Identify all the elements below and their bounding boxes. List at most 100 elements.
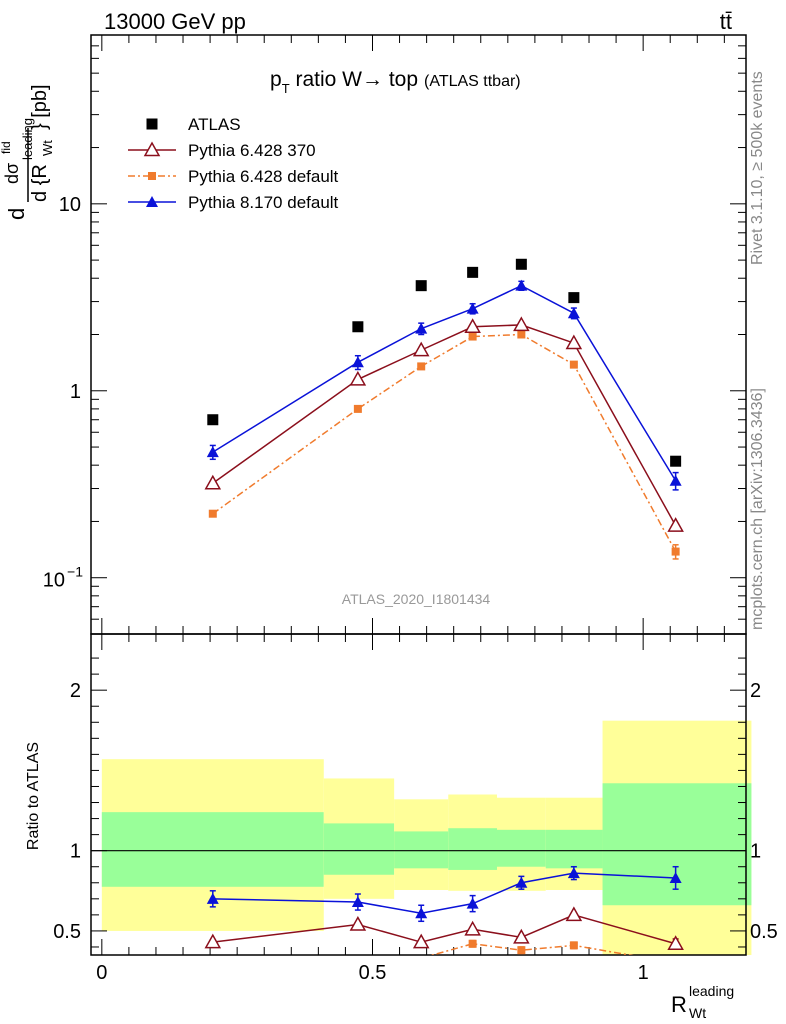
band-inner-bin: [394, 831, 449, 869]
data-point-py6_370: [667, 935, 684, 951]
ratio-y-tick-label-right: 0.5: [750, 921, 778, 943]
ylabel-fid: fid: [0, 141, 13, 154]
xlabel-sub: Wt: [689, 1005, 706, 1021]
data-point-atlas: [207, 414, 219, 426]
band-inner-bin: [496, 829, 546, 867]
data-point-py6_370: [513, 316, 530, 332]
data-point-atlas: [515, 258, 527, 270]
band-inner-bin: [448, 828, 497, 870]
data-point-py8_default: [206, 892, 219, 904]
legend-item-py8_default: Pythia 8.170 default: [128, 193, 339, 212]
legend-label: ATLAS: [188, 115, 241, 134]
data-point-py6_default: [468, 939, 477, 948]
data-point-py6_default: [417, 362, 426, 371]
header-process-label: tt̄: [720, 9, 732, 34]
x-tick-label: 1: [638, 962, 649, 984]
data-point-py8_default: [466, 897, 479, 909]
data-point-py8_default: [515, 876, 528, 888]
title-main: p: [270, 68, 282, 91]
series-line-py6_370: [212, 324, 677, 526]
main-y-axis-label: d dσ fid d {R leading Wt } [pb]: [0, 84, 55, 220]
legend-label: Pythia 6.428 default: [188, 167, 339, 186]
data-point-atlas: [467, 266, 479, 278]
y-tick-label-exponent: −1: [67, 564, 83, 580]
ratio-y-tick-label-left: 1: [70, 841, 81, 863]
series-py6_370: [204, 316, 684, 532]
ratio-y-tick-label-right: 2: [750, 680, 761, 702]
data-point-py6_default: [671, 547, 680, 556]
y-tick-label-10: 10: [59, 194, 81, 216]
data-point-py6_370: [349, 915, 367, 931]
legend-marker: [146, 118, 158, 130]
side-mcplots-label: mcplots.cern.ch [arXiv:1306.3436]: [749, 388, 766, 630]
band-inner-bin: [545, 829, 603, 869]
data-point-atlas: [352, 321, 364, 333]
data-point-py6_370: [513, 928, 530, 944]
ratio-y-tick-label-right: 1: [750, 841, 761, 863]
series-line-py8_default: [212, 284, 677, 482]
data-point-py8_default: [669, 474, 682, 486]
legend-item-atlas: ATLAS: [146, 115, 241, 134]
data-point-py8_default: [415, 907, 428, 919]
data-point-py6_370: [204, 933, 222, 949]
ratio-plot-area: 0 0.5 1 0.5 0.5 1 1 2 2: [53, 633, 778, 984]
data-point-py6_default: [353, 404, 362, 413]
data-point-py8_default: [351, 356, 364, 368]
x-axis-label: R leading Wt: [671, 983, 734, 1021]
series-py6_default: [429, 939, 634, 955]
data-point-py6_370: [464, 318, 481, 334]
watermark: ATLAS_2020_I1801434: [342, 591, 491, 607]
band-inner-bin: [101, 812, 324, 887]
data-point-py6_370: [667, 517, 684, 532]
data-point-atlas: [568, 292, 580, 304]
legend-label: Pythia 6.428 370: [188, 141, 316, 160]
data-point-py6_default: [569, 941, 578, 950]
data-point-py6_370: [412, 933, 430, 949]
ylabel-d: d: [4, 208, 29, 220]
data-point-py8_default: [567, 867, 580, 879]
data-point-py6_default: [208, 509, 217, 518]
data-point-py6_default: [569, 360, 578, 369]
data-point-py8_default: [415, 322, 428, 334]
legend: ATLAS Pythia 6.428 370 Pythia 6.428 defaul…: [128, 115, 339, 212]
data-point-atlas: [670, 455, 682, 467]
data-point-py6_370: [204, 474, 222, 490]
xlabel-main: R: [671, 992, 687, 1017]
ratio-y-tick-label-left: 0.5: [53, 921, 81, 943]
main-title: pT ratio W→ top (ATLAS ttbar): [270, 68, 521, 96]
x-tick-label: 0.5: [359, 962, 387, 984]
legend-marker: [148, 172, 156, 180]
data-point-py8_default: [351, 896, 364, 908]
side-rivet-label: Rivet 3.1.10, ≥ 500k events: [749, 71, 766, 265]
data-point-py8_default: [466, 302, 479, 314]
ratio-y-tick-label-left: 2: [70, 680, 81, 702]
legend-label: Pythia 8.170 default: [188, 193, 339, 212]
data-point-py6_370: [464, 920, 481, 936]
x-ticks: [101, 35, 725, 955]
ratio-bands: [101, 720, 752, 955]
ylabel-lead: leading: [20, 118, 35, 160]
data-point-py6_370: [565, 334, 583, 350]
y-tick-label-1: 1: [70, 381, 81, 403]
data-point-py8_default: [669, 871, 682, 883]
band-inner-bin: [323, 823, 395, 875]
series-py8_default: [206, 865, 682, 923]
data-point-py6_default: [517, 946, 526, 955]
data-point-py6_370: [412, 341, 430, 357]
legend-item-py6_370: Pythia 6.428 370: [128, 141, 316, 160]
data-point-py6_370: [349, 370, 367, 386]
ratio-y-axis-label: Ratio to ATLAS: [25, 742, 42, 850]
data-point-py6_370: [565, 906, 583, 922]
data-point-py8_default: [567, 307, 580, 319]
ratio-frame: [90, 633, 747, 956]
data-point-py6_default: [468, 332, 477, 341]
data-point-py6_default: [517, 330, 526, 339]
ylabel-rleft: d {R: [29, 164, 51, 202]
title-rest: ratio W→ top: [290, 68, 418, 91]
ylabel-dsigma: dσ: [2, 163, 22, 184]
title-sub: T: [282, 81, 290, 96]
data-point-py8_default: [515, 279, 528, 291]
series-atlas: [207, 258, 682, 467]
